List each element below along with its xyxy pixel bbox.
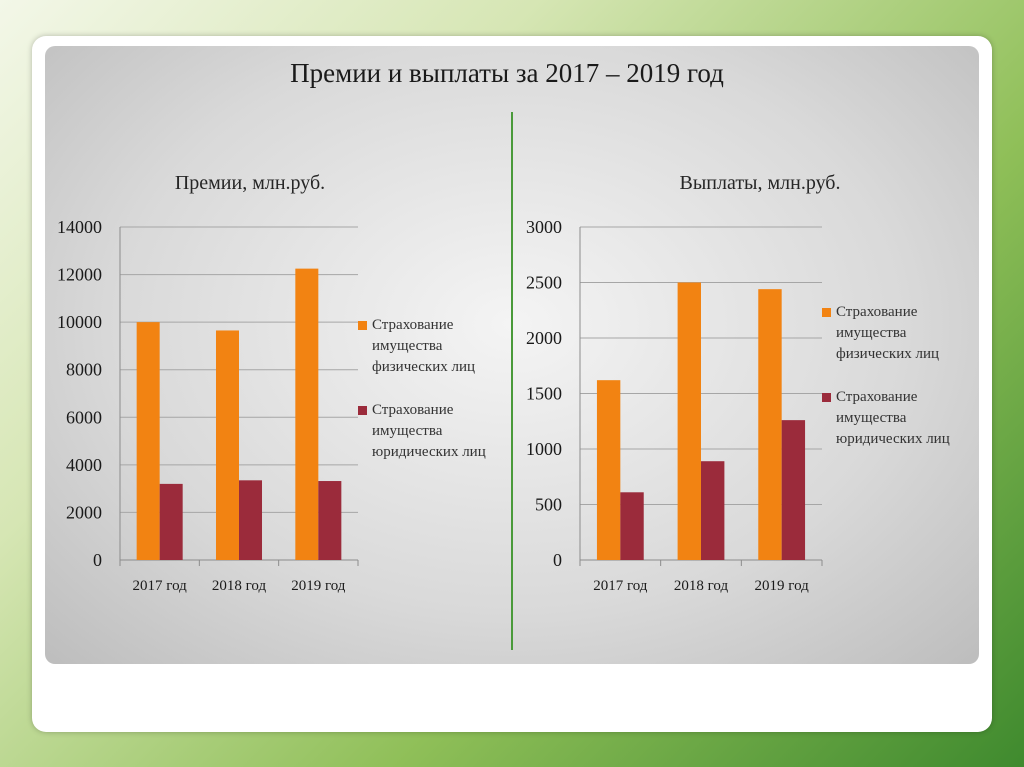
x-category-label: 2018 год <box>674 578 729 594</box>
y-tick-label: 2000 <box>526 328 562 348</box>
legend-label-legal: Страхование имущества юридических лиц <box>836 389 950 447</box>
y-tick-label: 2500 <box>526 273 562 293</box>
bar <box>295 268 319 560</box>
bar <box>318 481 342 560</box>
y-tick-label: 0 <box>93 550 102 570</box>
x-category-label: 2018 год <box>212 578 267 594</box>
y-tick-label: 12000 <box>57 265 102 285</box>
y-tick-label: 500 <box>535 495 562 515</box>
x-category-label: 2017 год <box>133 578 188 594</box>
y-tick-label: 10000 <box>57 312 102 332</box>
bar <box>781 420 806 560</box>
legend-label-individuals: Страхование имущества физических лиц <box>836 304 940 362</box>
bar <box>159 483 183 560</box>
chart-title-payouts: Выплаты, млн.руб. <box>679 172 841 194</box>
y-tick-label: 0 <box>553 550 562 570</box>
legend-swatch-individuals <box>358 321 367 330</box>
legend-item-individuals: Страхование имущества физических лиц <box>358 315 518 378</box>
legend-swatch-legal <box>358 406 367 415</box>
bar <box>596 380 621 560</box>
y-tick-label: 4000 <box>66 455 102 475</box>
x-category-label: 2019 год <box>755 578 810 594</box>
y-tick-label: 3000 <box>526 217 562 237</box>
y-tick-label: 1500 <box>526 384 562 404</box>
x-category-label: 2017 год <box>593 578 648 594</box>
bar <box>620 492 644 560</box>
legend-label-individuals: Страхование имущества физических лиц <box>372 317 476 375</box>
bar <box>677 282 701 560</box>
bar <box>136 322 160 560</box>
legend-item-individuals: Страхование имущества физических лиц <box>822 302 972 365</box>
y-tick-label: 1000 <box>526 439 562 459</box>
legend-premiums: Страхование имущества физических лиц Стр… <box>358 315 518 485</box>
y-tick-label: 8000 <box>66 360 102 380</box>
legend-swatch-legal <box>822 393 831 402</box>
legend-payouts: Страхование имущества физических лиц Стр… <box>822 302 972 472</box>
bar <box>215 330 239 560</box>
x-category-label: 2019 год <box>291 578 346 594</box>
bar <box>758 289 782 560</box>
chart-title-premiums: Премии, млн.руб. <box>174 172 326 194</box>
bar <box>701 461 725 560</box>
legend-item-legal: Страхование имущества юридических лиц <box>358 400 497 463</box>
legend-swatch-individuals <box>822 308 831 317</box>
page-title: Премии и выплаты за 2017 – 2019 год <box>290 58 724 88</box>
bar <box>239 480 263 560</box>
legend-label-legal: Страхование имущества юридических лиц <box>372 402 486 460</box>
legend-item-legal: Страхование имущества юридических лиц <box>822 387 966 450</box>
y-tick-label: 2000 <box>66 502 102 522</box>
y-tick-label: 6000 <box>66 407 102 427</box>
y-tick-label: 14000 <box>57 217 102 237</box>
